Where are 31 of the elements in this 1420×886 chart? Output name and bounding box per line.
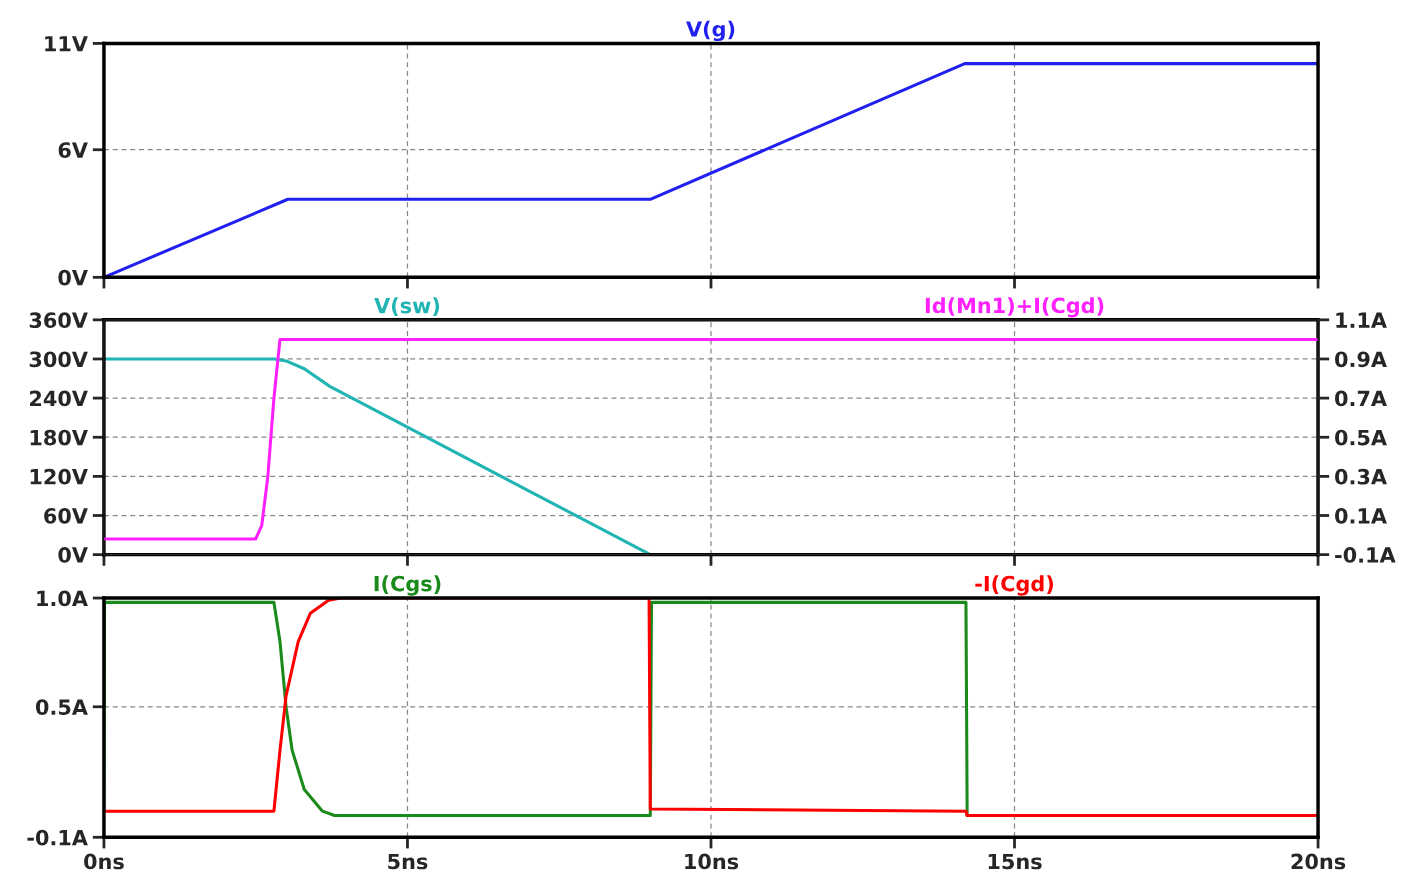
y2-tick-label: 0.5A: [1335, 429, 1387, 446]
x-tick-label: 0ns: [84, 853, 124, 870]
x-tick-label: 5ns: [388, 853, 428, 870]
text: -I(Cgd): [975, 575, 1054, 596]
y-tick-label: 360V: [29, 312, 88, 329]
y-tick-label: 1.0A: [37, 590, 88, 607]
x-tick-label: 20ns: [1291, 853, 1346, 870]
text: I(Cgs): [374, 575, 441, 596]
y-tick-label: 11V: [45, 36, 88, 52]
x-tick-label: 15ns: [988, 853, 1042, 870]
y2-tick-label: 0.3A: [1335, 468, 1387, 485]
y2-tick-label: -0.1A: [1335, 547, 1396, 563]
y-tick-label: 300V: [29, 351, 88, 368]
text: V(sw): [374, 297, 440, 316]
x-tick-label: 10ns: [685, 853, 739, 870]
y-tick-label: 240V: [30, 390, 88, 407]
y-tick-label: 0.5A: [35, 699, 88, 715]
y-tick-label: 0V: [58, 547, 88, 563]
y2-tick-label: 0.9A: [1335, 351, 1387, 368]
y2-tick-label: 1.1A: [1336, 312, 1387, 328]
text: V(g): [686, 20, 735, 42]
y2-tick-label: 0.1A: [1335, 507, 1387, 524]
y-tick-label: 6V: [58, 142, 88, 158]
y-tick-label: 180V: [30, 429, 88, 446]
y-tick-label: 120V: [30, 468, 88, 485]
y-tick-label: -0.1A: [27, 829, 88, 846]
y-tick-label: 60V: [44, 507, 88, 524]
y2-tick-label: 0.7A: [1335, 390, 1387, 407]
y-tick-label: 0V: [58, 269, 88, 286]
series-label: Id(Mn1)+I(Cgd): [925, 297, 1104, 318]
line-series: [103, 337, 1319, 541]
